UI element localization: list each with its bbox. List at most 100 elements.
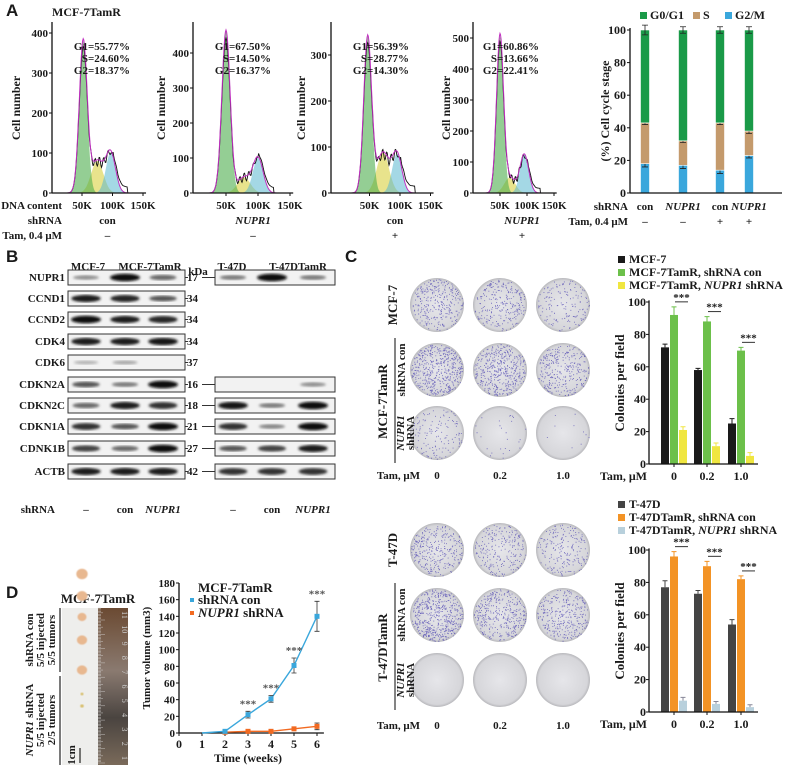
bar <box>661 587 669 712</box>
blot-cdkn2c-right <box>214 397 336 414</box>
phase-percentage: G2=16.37% <box>215 65 271 77</box>
stained-colonies <box>474 344 526 397</box>
bar <box>746 455 754 464</box>
protein-band <box>219 275 247 280</box>
blot-cdkn2c-left <box>67 397 186 414</box>
group-label-kd: 5/5 injected <box>35 693 47 747</box>
bar <box>670 556 678 712</box>
protein-band <box>148 337 178 346</box>
bar <box>737 350 745 464</box>
protein-band <box>218 468 248 475</box>
plate-dish <box>536 406 590 460</box>
y-tick-label: 300 <box>311 50 328 62</box>
colony-plate <box>410 278 464 332</box>
protein-band <box>299 275 327 280</box>
blot-actb-left <box>67 463 186 480</box>
y-tick-label: 60 <box>614 88 626 102</box>
y-tick-label: 0 <box>322 188 328 200</box>
group-label-part: shRNA <box>24 684 36 718</box>
protein-band <box>300 382 326 387</box>
blot-cdk4-left <box>67 333 186 350</box>
protein-band <box>71 315 101 324</box>
blot-nupr1-right <box>214 269 336 286</box>
shrna-condition: NUPR1 <box>234 215 270 227</box>
shrna-condition: con <box>99 215 116 227</box>
data-point <box>314 613 320 619</box>
tumor <box>76 635 88 645</box>
x-tick-label: 1 <box>199 737 205 751</box>
data-point <box>245 712 251 718</box>
legend-swatch <box>693 12 700 19</box>
protein-band <box>72 381 100 388</box>
y-axis-label: Cell number <box>439 75 453 140</box>
ruler-number: 8 <box>120 656 129 660</box>
x-tick-label: 150K <box>130 200 156 212</box>
y-tick-label: 400 <box>32 28 49 40</box>
error-bar <box>662 343 668 348</box>
legend-label: T-47D <box>629 497 661 511</box>
protein-band <box>73 275 99 280</box>
error-bar <box>662 580 668 588</box>
colony-formation-block: T-47D T-47DTamR shRNA con NUPR1shRNA Tam, μM… <box>375 523 590 732</box>
lane-label: NUPR1 <box>294 504 330 516</box>
phase-percentage: S=24.60% <box>82 53 130 65</box>
phase-percentage: S=13.66% <box>491 53 539 65</box>
error-bar <box>729 619 735 625</box>
dna-content-label: DNA content <box>1 200 62 212</box>
y-tick-label: 80 <box>634 575 646 589</box>
significance-stars: *** <box>706 302 723 314</box>
kda-marker: 34 <box>187 314 199 326</box>
y-tick-label: 100 <box>32 148 49 160</box>
bar <box>679 700 687 712</box>
phase-percentage: S=14.50% <box>223 53 271 65</box>
protein-band <box>148 444 178 453</box>
y-tick-label: 100 <box>311 142 328 154</box>
protein-band <box>71 445 101 452</box>
x-tick-label: 0 <box>176 737 182 751</box>
row-label-shrna-con: shRNA con <box>396 344 408 397</box>
y-tick-label: 80 <box>634 327 646 341</box>
x-tick-label: 2 <box>222 737 228 751</box>
x-tick-label: 100K <box>100 200 126 212</box>
tam-label: Tam, μM <box>377 470 421 482</box>
y-tick-label: 0 <box>184 188 190 200</box>
error-bar <box>747 452 753 456</box>
error-bar <box>729 418 735 424</box>
protein-band <box>298 401 328 410</box>
y-tick-label: 500 <box>453 33 470 45</box>
data-point <box>268 696 274 702</box>
category-shrna-label: con <box>712 201 729 213</box>
x-tick-label: 150K <box>277 200 303 212</box>
plate-dish <box>473 523 527 577</box>
bar-segment-s <box>640 122 650 164</box>
blot-membrane <box>214 376 336 393</box>
blot-ccnd1-left <box>67 290 186 307</box>
fit-g1-area <box>351 36 422 193</box>
plate-dish <box>536 523 590 577</box>
protein-label: CDKN2A <box>19 379 65 391</box>
legend-label: MCF-7TamR, NUPR1 shRNA <box>629 278 783 292</box>
stained-colonies <box>475 524 527 577</box>
y-tick-label: 60 <box>164 678 176 690</box>
significance-stars: *** <box>673 537 690 549</box>
row-label-parental: T-47D <box>385 533 400 567</box>
error-bar <box>738 575 744 580</box>
error-bar <box>746 26 752 34</box>
stained-colonies <box>474 279 526 332</box>
protein-band <box>110 467 140 476</box>
y-axis-label: (%) Cell cycle stage <box>598 60 612 162</box>
bar <box>661 347 669 464</box>
colony-plate <box>410 653 464 707</box>
y-tick-label: 300 <box>173 83 190 95</box>
legend-label-part: NUPR1 <box>703 278 743 292</box>
plate-dish <box>536 343 590 397</box>
dose-label: 1.0 <box>556 470 570 482</box>
colony-plate <box>473 653 527 707</box>
tam-condition: – <box>104 230 111 242</box>
y-tick-label: 0 <box>640 457 646 471</box>
scale-bar-label: 1cm <box>66 745 78 765</box>
tam-row-label: Tam, 0.4 μM <box>2 230 62 242</box>
